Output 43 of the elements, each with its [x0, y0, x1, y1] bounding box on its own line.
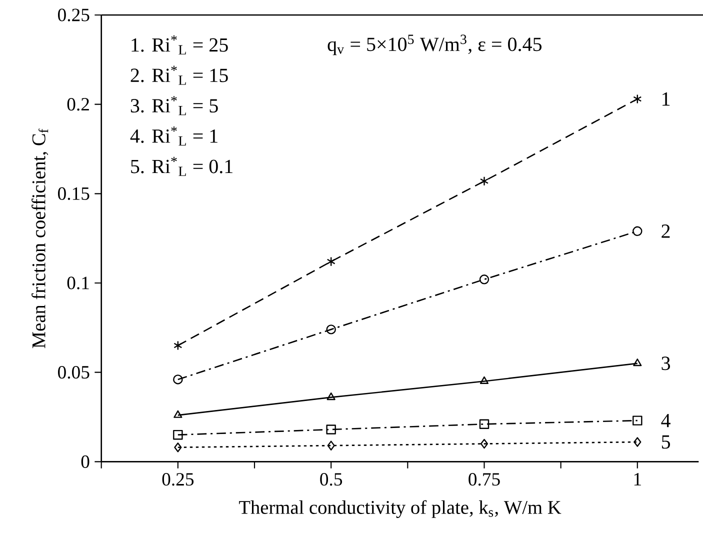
series-label: 5 — [662, 435, 670, 449]
point — [480, 438, 488, 449]
point — [173, 430, 183, 440]
series-label: 4 — [661, 414, 670, 428]
x-tick-label: 0.75 — [468, 473, 500, 486]
point — [479, 419, 490, 429]
series-label: 2 — [662, 224, 670, 238]
annotation: q$_{v}$ = 5×10$^{5}$ W/m$^{3}$, ε = 0.45 — [328, 34, 542, 56]
x-axis-title: Thermal conductivity of plate, k$_{s}$, W/m K — [239, 500, 562, 518]
point — [326, 392, 336, 400]
annotation: 3. Ri$^{*}$$_{L}$ = 5 — [130, 96, 218, 116]
annotation: 1. Ri$^{*}$$_{L}$ = 25 — [132, 35, 228, 54]
point — [326, 424, 336, 434]
y-tick-label: 0.15 — [58, 187, 90, 200]
annotation: 4. Ri$^{*}$$_{L}$ = 1 — [130, 126, 218, 146]
x-tick-label: 0.25 — [162, 473, 194, 486]
y-tick-label: 0.1 — [67, 276, 89, 290]
y-tick-label: 0.05 — [58, 366, 90, 379]
point — [634, 437, 642, 447]
x-tick-label: 1 — [634, 473, 641, 486]
x-tick-label: 0.5 — [320, 473, 342, 486]
annotation: 2. Ri$^{*}$$_{L}$ = 15 — [130, 66, 228, 85]
point — [480, 176, 489, 186]
y-axis-title: Mean friction coefficient, C$_{f}$ — [32, 128, 48, 348]
point — [326, 256, 336, 266]
y-tick-label: 0.25 — [58, 8, 90, 22]
point — [326, 324, 336, 334]
point — [173, 374, 183, 384]
y-tick-label: 0 — [81, 455, 90, 468]
series-label: 3 — [662, 356, 670, 370]
point — [327, 440, 335, 450]
series-label: 1 — [662, 92, 670, 106]
point — [632, 416, 642, 426]
point — [633, 94, 642, 104]
point — [174, 340, 182, 350]
point — [632, 226, 642, 236]
point — [633, 358, 642, 366]
point — [174, 410, 182, 418]
point — [480, 376, 489, 384]
point — [479, 274, 490, 284]
y-tick-label: 0.2 — [67, 98, 89, 111]
annotation: 5. Ri$^{*}$$_{L}$ = 0.1 — [131, 156, 232, 176]
point — [174, 442, 182, 452]
